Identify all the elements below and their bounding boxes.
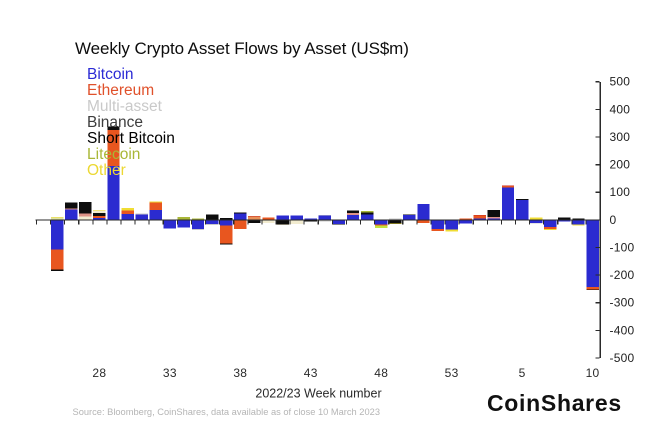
svg-text:200: 200 (610, 158, 631, 172)
svg-text:100: 100 (610, 185, 631, 199)
svg-text:0: 0 (610, 213, 617, 227)
svg-text:10: 10 (586, 366, 600, 380)
svg-text:38: 38 (233, 366, 247, 380)
svg-text:28: 28 (92, 366, 106, 380)
svg-text:43: 43 (304, 366, 318, 380)
svg-text:-300: -300 (610, 296, 635, 310)
svg-text:400: 400 (610, 102, 631, 116)
svg-text:-200: -200 (610, 268, 635, 282)
svg-text:-500: -500 (610, 351, 635, 365)
svg-text:Source: Bloomberg, CoinShares,: Source: Bloomberg, CoinShares, data avai… (73, 407, 381, 417)
svg-text:33: 33 (163, 366, 177, 380)
svg-text:500: 500 (610, 75, 631, 89)
svg-text:-400: -400 (610, 323, 635, 337)
svg-text:53: 53 (445, 366, 459, 380)
svg-text:-100: -100 (610, 240, 635, 254)
svg-text:300: 300 (610, 130, 631, 144)
svg-text:2022/23 Week number: 2022/23 Week number (255, 387, 381, 401)
svg-text:5: 5 (519, 366, 526, 380)
svg-text:48: 48 (374, 366, 388, 380)
